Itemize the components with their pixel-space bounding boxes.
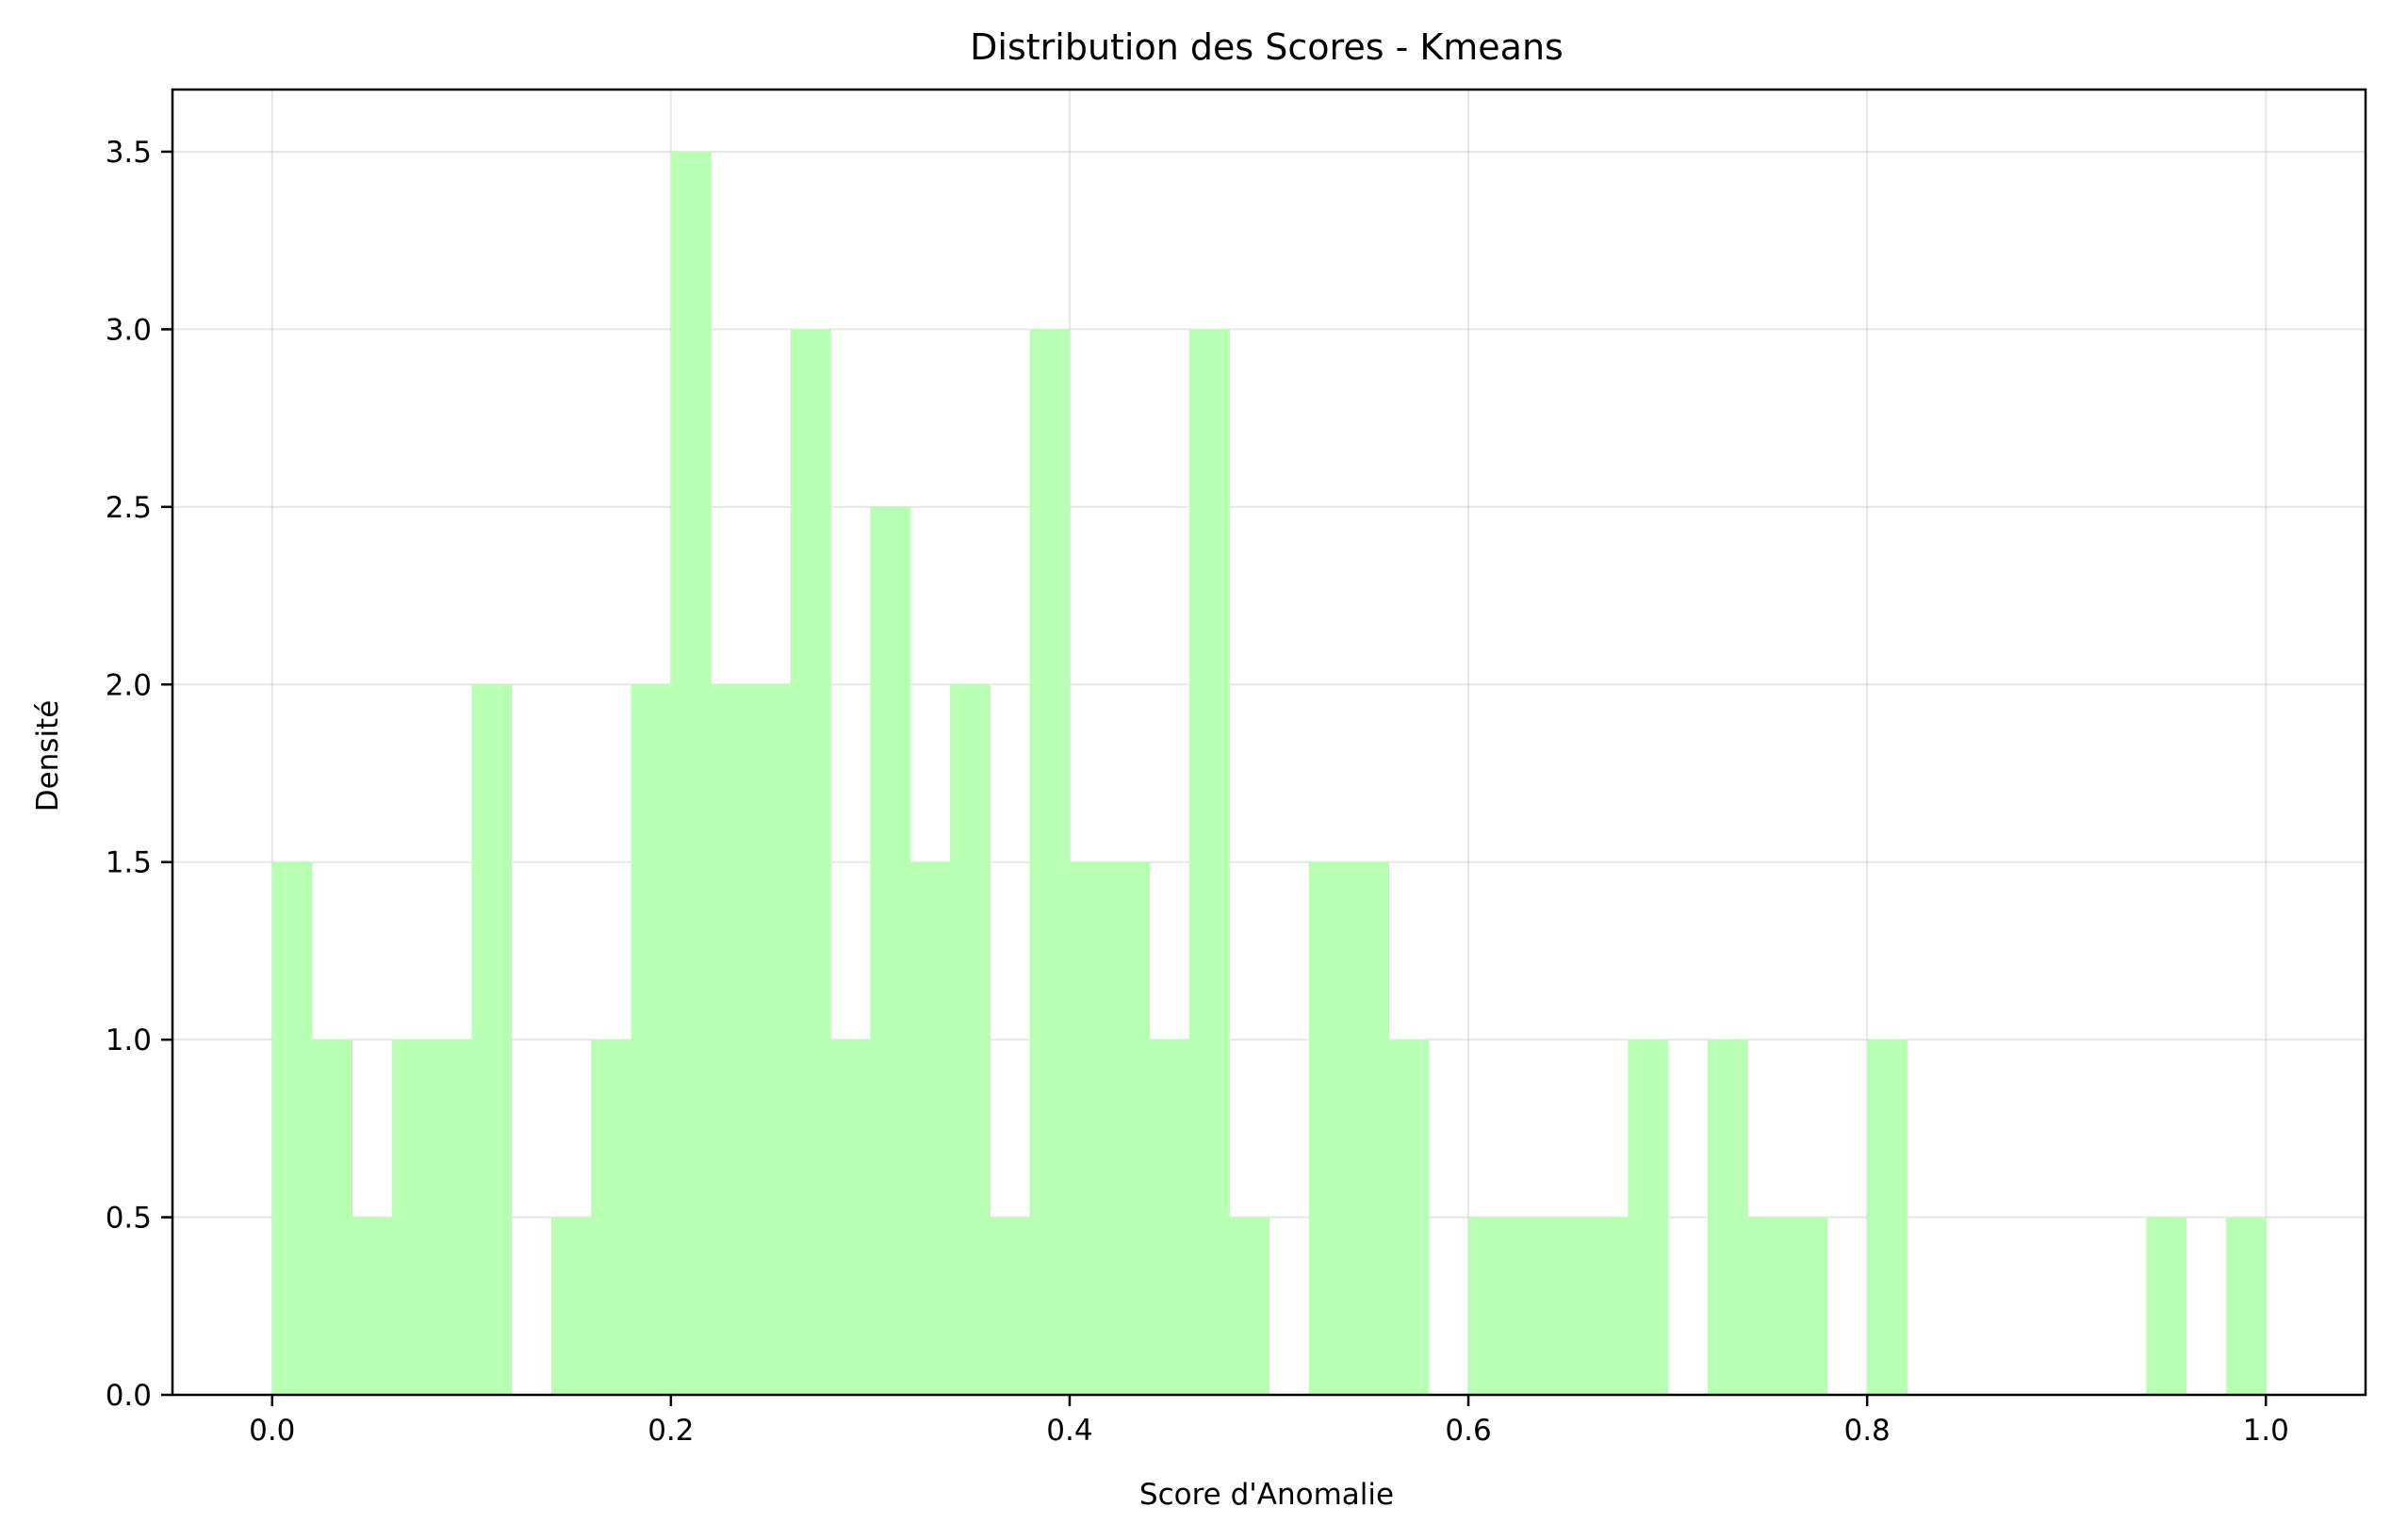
y-tick-label: 0.5 (106, 1202, 152, 1236)
histogram-bar (432, 1040, 472, 1395)
histogram-bar (909, 861, 951, 1395)
histogram-bar (352, 1217, 393, 1395)
histogram-bar (1109, 861, 1151, 1395)
x-axis-label: Score d'Anomalie (1139, 1478, 1394, 1512)
x-tick-label: 0.4 (1046, 1414, 1092, 1448)
x-axis-ticks: 0.0 0.2 0.4 0.6 0.8 1.0 (249, 1395, 2289, 1448)
histogram-bar (1628, 1040, 1669, 1395)
histogram-bar (591, 1040, 632, 1395)
histogram-bar (1707, 1040, 1748, 1395)
histogram-bar (1069, 861, 1110, 1395)
histogram-bar (1388, 1040, 1430, 1395)
histogram-bar (750, 684, 792, 1395)
histogram-bar (1587, 1217, 1629, 1395)
histogram-bar (990, 1217, 1031, 1395)
histogram-bar (1229, 1217, 1270, 1395)
x-tick-label: 0.2 (647, 1414, 694, 1448)
histogram-bar (870, 506, 911, 1395)
histogram-bar (1188, 329, 1230, 1396)
y-axis-ticks: 0.0 0.5 1.0 1.5 2.0 2.5 3.0 3.5 (106, 136, 172, 1413)
histogram-bar (711, 684, 752, 1395)
histogram-bar (1149, 1040, 1190, 1395)
histogram-bar (631, 684, 672, 1395)
histogram-bar (1747, 1217, 1789, 1395)
y-tick-label: 0.0 (106, 1379, 152, 1413)
histogram-bar (550, 1217, 592, 1395)
histogram-bars (271, 151, 2267, 1396)
histogram-bar (670, 151, 712, 1395)
y-axis-label: Densité (31, 700, 65, 812)
x-tick-label: 0.0 (249, 1414, 295, 1448)
histogram-bar (312, 1040, 352, 1395)
axes (171, 88, 2367, 1397)
y-tick-label: 3.5 (106, 136, 152, 170)
y-tick-label: 2.0 (106, 668, 152, 702)
histogram-bar (1349, 861, 1390, 1395)
histogram-bar (790, 329, 831, 1396)
y-tick-label: 3.0 (106, 313, 152, 347)
histogram-bar (1508, 1217, 1549, 1395)
histogram-bar (2225, 1217, 2267, 1395)
histogram-bar (391, 1040, 433, 1395)
y-tick-label: 1.0 (106, 1024, 152, 1057)
x-tick-label: 1.0 (2243, 1414, 2289, 1448)
y-tick-label: 1.5 (106, 846, 152, 880)
plot-frame (171, 88, 2367, 1397)
x-tick-label: 0.8 (1843, 1414, 1890, 1448)
histogram-bar (271, 861, 313, 1395)
y-tick-label: 2.5 (106, 491, 152, 525)
histogram-bar (2146, 1217, 2187, 1395)
histogram-bar (830, 1040, 872, 1395)
histogram-bar (1029, 329, 1071, 1396)
histogram-bar (1548, 1217, 1589, 1395)
histogram-bar (1308, 861, 1350, 1395)
histogram-bar (1468, 1217, 1509, 1395)
x-tick-label: 0.6 (1445, 1414, 1491, 1448)
histogram-bar (950, 684, 991, 1395)
histogram-bar (1787, 1217, 1828, 1395)
histogram-bar (471, 684, 513, 1395)
histogram-bar (1867, 1040, 1908, 1395)
chart-title: Distribution des Scores - Kmeans (970, 26, 1564, 68)
